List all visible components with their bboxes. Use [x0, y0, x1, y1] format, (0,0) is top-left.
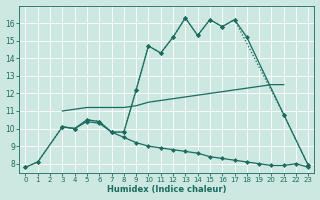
X-axis label: Humidex (Indice chaleur): Humidex (Indice chaleur)	[107, 185, 227, 194]
